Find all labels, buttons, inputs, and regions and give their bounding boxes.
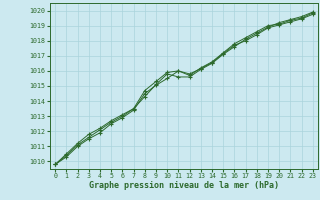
X-axis label: Graphe pression niveau de la mer (hPa): Graphe pression niveau de la mer (hPa) (89, 181, 279, 190)
